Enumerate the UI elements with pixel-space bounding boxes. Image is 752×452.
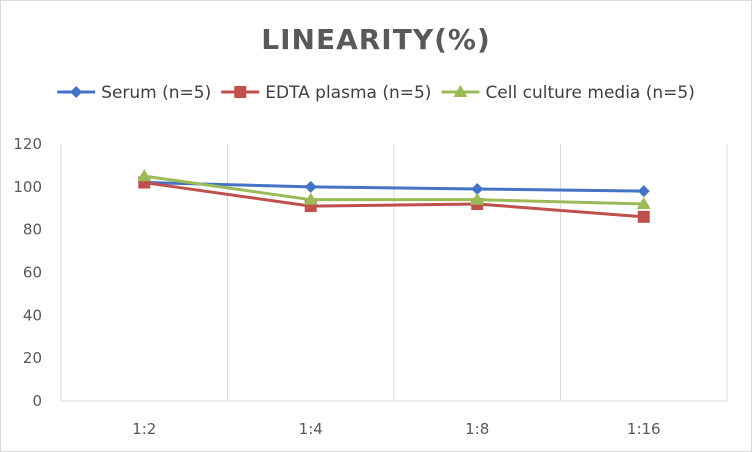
- legend-label: EDTA plasma (n=5): [265, 83, 431, 103]
- chart-title: LINEARITY(%): [261, 23, 491, 56]
- legend-item: EDTA plasma (n=5): [221, 83, 431, 103]
- data-point-marker: [470, 192, 485, 205]
- y-tick-label: 20: [23, 349, 42, 367]
- x-tick-label: 1:2: [132, 420, 156, 438]
- legend-item: Cell culture media (n=5): [441, 83, 695, 103]
- legend-label: Serum (n=5): [101, 83, 211, 103]
- data-point-marker: [471, 182, 484, 195]
- x-axis-ticks: 1:2 1:4 1:8 1:16: [132, 420, 660, 438]
- data-point-marker: [636, 196, 651, 209]
- data-point-marker: [637, 185, 650, 198]
- series-group: [137, 169, 651, 223]
- y-tick-label: 100: [13, 178, 42, 196]
- data-point-marker: [637, 210, 650, 223]
- y-tick-label: 0: [32, 392, 42, 410]
- legend-marker: [453, 85, 468, 97]
- legend: Serum (n=5) EDTA plasma (n=5) Cell culture…: [57, 83, 695, 103]
- data-point-marker: [304, 180, 317, 193]
- x-tick-label: 1:8: [465, 420, 489, 438]
- y-tick-label: 60: [23, 264, 42, 282]
- y-tick-label: 40: [23, 306, 42, 324]
- series-3: [137, 169, 651, 209]
- legend-marker: [234, 86, 247, 98]
- x-tick-label: 1:4: [299, 420, 323, 438]
- data-point-marker: [137, 169, 152, 182]
- y-tick-label: 120: [13, 135, 42, 153]
- legend-label: Cell culture media (n=5): [485, 83, 694, 103]
- data-point-marker: [303, 192, 318, 205]
- series-line: [142, 181, 646, 193]
- y-tick-label: 80: [23, 221, 42, 239]
- x-tick-label: 1:16: [627, 420, 661, 438]
- series-line: [142, 181, 646, 219]
- gridlines: [60, 144, 728, 402]
- legend-marker: [70, 86, 83, 98]
- legend-item: Serum (n=5): [57, 83, 211, 103]
- series-line: [142, 174, 646, 206]
- y-axis-ticks: 0 20 40 60 80 100 120: [13, 135, 42, 410]
